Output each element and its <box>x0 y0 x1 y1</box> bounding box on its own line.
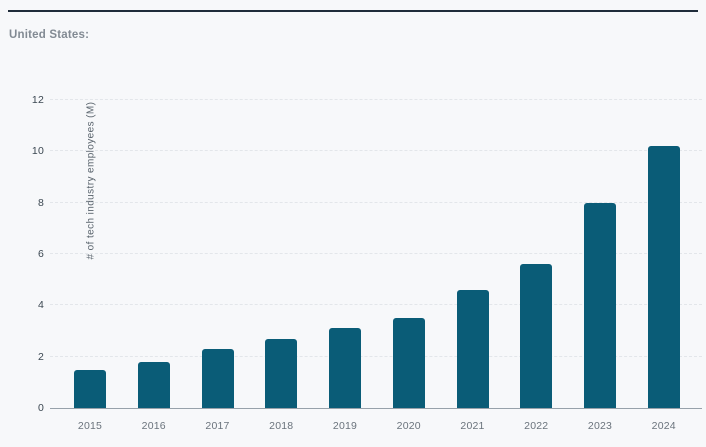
bar-2017 <box>201 348 234 408</box>
plot-area <box>50 99 702 408</box>
x-tick-label-2020: 2020 <box>396 420 421 432</box>
x-tick-label-2015: 2015 <box>77 420 103 432</box>
y-tick-label-0: 0 <box>37 402 44 414</box>
x-tick-label-2023: 2023 <box>587 420 613 432</box>
x-tick-label-2017: 2017 <box>205 420 230 432</box>
bar-2024 <box>647 146 680 408</box>
x-tick-label-2016: 2016 <box>141 420 166 432</box>
x-tick-label-2018: 2018 <box>269 420 294 432</box>
gridline-y6 <box>50 253 702 254</box>
gridline-y2 <box>50 355 702 357</box>
bar-2015 <box>74 369 106 408</box>
x-tick-label-2021: 2021 <box>460 420 485 432</box>
gridline-y12 <box>50 99 702 100</box>
y-tick-label-12: 12 <box>31 94 44 106</box>
gridline-y4 <box>50 304 702 306</box>
gridline-y10 <box>50 150 702 152</box>
bar-2022 <box>520 264 553 408</box>
x-axis-line <box>50 408 702 409</box>
page-title: United States: <box>9 29 90 41</box>
x-tick-label-2024: 2024 <box>651 420 676 432</box>
bar-2019 <box>329 328 361 408</box>
y-tick-label-8: 8 <box>37 196 44 209</box>
top-divider <box>8 10 698 12</box>
y-tick-label-10: 10 <box>31 145 44 158</box>
y-tick-label-2: 2 <box>37 350 44 363</box>
bar-2016 <box>137 361 170 408</box>
y-tick-label-4: 4 <box>37 299 44 312</box>
x-tick-label-2019: 2019 <box>332 420 358 432</box>
gridline-y8 <box>50 201 702 203</box>
bar-2018 <box>265 338 298 408</box>
bar-2023 <box>584 202 616 408</box>
y-tick-label-6: 6 <box>37 248 44 260</box>
bar-2021 <box>456 289 489 408</box>
x-tick-label-2022: 2022 <box>524 420 549 432</box>
bar-2020 <box>392 318 425 408</box>
